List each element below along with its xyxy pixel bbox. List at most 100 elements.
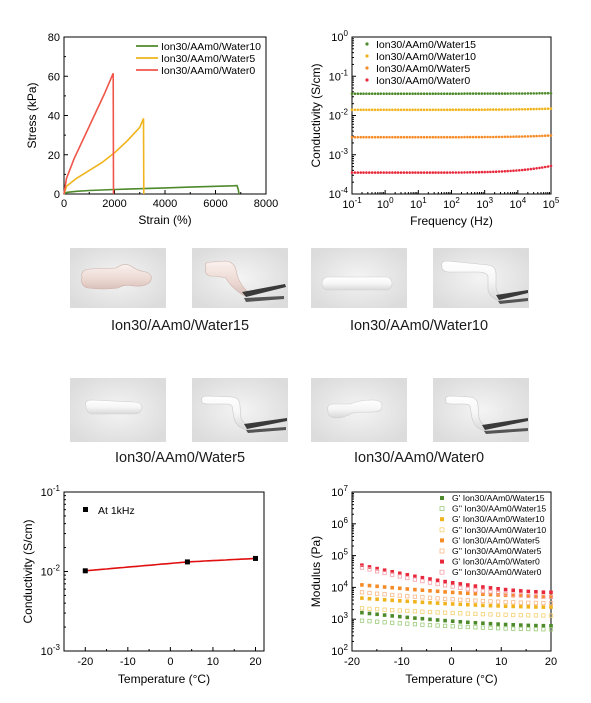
data-point	[526, 623, 531, 628]
data-point	[473, 588, 478, 593]
data-point	[390, 570, 394, 574]
data-point	[466, 620, 470, 625]
data-point	[394, 135, 397, 139]
data-point	[473, 584, 478, 588]
data-point	[414, 108, 417, 112]
x-tick-label: 2000	[102, 198, 126, 210]
data-point	[511, 623, 515, 627]
plot-frame	[63, 491, 265, 652]
data-point	[396, 171, 400, 174]
fit-line	[85, 557, 256, 572]
data-point	[473, 592, 478, 596]
data-point	[483, 170, 487, 174]
data-point	[353, 135, 357, 139]
data-point	[457, 108, 461, 111]
data-point	[390, 620, 395, 625]
data-point	[374, 619, 380, 624]
data-point	[460, 108, 463, 111]
data-point	[391, 92, 394, 95]
data-point	[533, 613, 539, 618]
data-point	[509, 169, 512, 173]
data-point	[413, 616, 417, 620]
data-point	[350, 135, 354, 139]
data-point	[535, 167, 538, 170]
data-point	[376, 135, 380, 139]
data-point	[463, 108, 466, 111]
data-point	[382, 607, 387, 612]
data-point	[396, 135, 400, 139]
data-point	[419, 171, 423, 174]
data-point	[368, 135, 371, 139]
photo-water15-tweezers	[192, 248, 288, 308]
data-point	[382, 92, 386, 95]
data-point	[445, 92, 449, 95]
data-point	[362, 92, 365, 95]
legend-label-2: Ion30/AAm0/Water5	[376, 63, 470, 75]
series-6	[360, 563, 553, 595]
data-point	[451, 92, 455, 95]
data-point	[519, 623, 523, 627]
conductivity-frequency-chart: 10-1 100 101 102 103 104 105 10-4 10-3 10-2 10-1 10…	[309, 29, 560, 228]
data-point	[534, 623, 538, 628]
data-point	[529, 107, 533, 111]
data-point	[365, 171, 368, 174]
data-point	[534, 594, 538, 598]
data-point	[529, 92, 533, 95]
data-point	[480, 92, 484, 95]
data-point	[466, 108, 469, 111]
series-4	[360, 583, 553, 599]
data-point	[379, 135, 383, 139]
data-point	[546, 91, 550, 95]
data-point	[533, 600, 539, 606]
data-point	[370, 108, 374, 112]
series-3	[350, 164, 553, 174]
data-point	[511, 604, 515, 609]
data-point	[468, 171, 472, 174]
data-point	[408, 135, 412, 139]
data-point	[402, 171, 406, 174]
data-point	[473, 598, 478, 603]
data-point	[541, 166, 544, 169]
data-point	[503, 170, 507, 173]
data-point	[463, 135, 466, 139]
data-point	[420, 588, 425, 592]
data-point	[466, 171, 469, 174]
data-point	[437, 171, 440, 174]
data-point	[437, 92, 440, 95]
data-point	[477, 170, 481, 174]
data-point	[500, 108, 504, 111]
x-tick-label: 8000	[254, 198, 278, 210]
data-point	[523, 168, 527, 171]
data-point	[538, 107, 541, 111]
data-point	[515, 108, 518, 111]
data-point	[431, 171, 435, 174]
data-point	[388, 135, 391, 139]
data-point	[463, 171, 466, 174]
data-point	[356, 108, 360, 112]
data-point	[367, 590, 372, 596]
data-point	[435, 618, 440, 622]
stress-strain-chart: 0 2000 4000 6000 8000 0 20 40 60 80 Strain (%) Stre…	[25, 32, 278, 227]
data-point	[549, 134, 553, 137]
data-point	[448, 135, 452, 139]
data-point	[376, 108, 380, 112]
data-point	[538, 166, 541, 170]
data-point	[532, 167, 535, 170]
x-tick-label: -20	[344, 656, 360, 668]
data-point	[457, 171, 461, 174]
y-tick-label: 105	[331, 548, 348, 563]
legend-label-1: G'' Ion30/AAm0/Water15	[452, 504, 546, 514]
data-point	[503, 135, 507, 139]
data-point	[414, 135, 417, 139]
data-point	[549, 91, 553, 95]
data-point	[431, 135, 435, 139]
data-point	[457, 135, 461, 139]
data-point	[368, 92, 371, 95]
data-point	[445, 171, 449, 174]
data-point	[373, 108, 377, 112]
data-point	[399, 171, 403, 174]
photo-water0-free	[311, 378, 407, 442]
data-point	[503, 587, 508, 592]
legend-label-4: G' Ion30/AAm0/Water5	[452, 535, 540, 545]
photo-water5-free	[70, 378, 166, 442]
